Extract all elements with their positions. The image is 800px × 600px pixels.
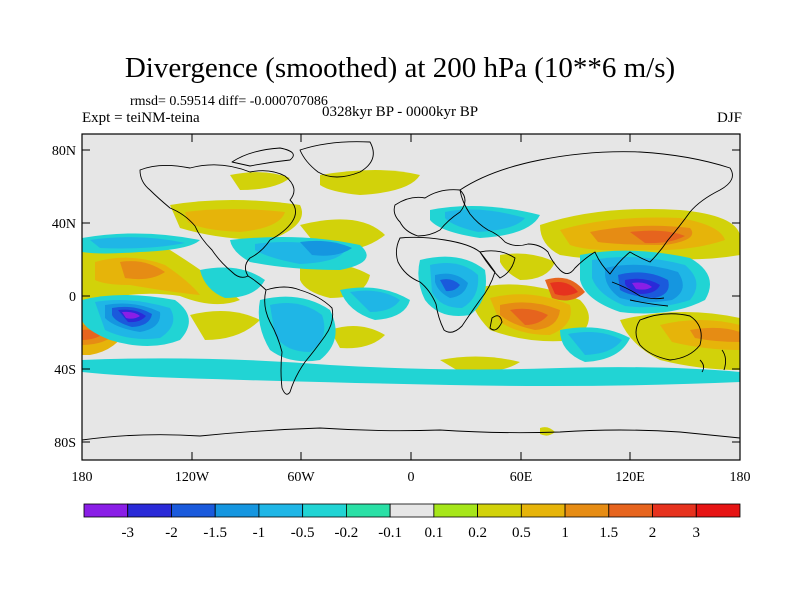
colorbar-label: -3 [121,525,134,541]
colorbar-label: -2 [165,525,178,541]
colorbar-label: -1.5 [203,525,227,541]
lon-label-180e: 180 [730,470,751,485]
period-label: 0328kyr BP - 0000kyr BP [321,104,479,120]
colorbar-label: 1 [561,525,569,541]
experiment-label: Expt = teiNM-teina [82,110,200,126]
colorbar-swatch [171,503,216,518]
colorbar-swatch [258,503,304,518]
colorbar-label: 0.2 [468,525,487,541]
lon-label-0: 0 [408,470,415,485]
divergence-field [82,141,740,441]
colorbar-label: -1 [253,525,266,541]
lat-label-40n: 40N [52,217,76,232]
colorbar-swatch [214,503,260,518]
stats-label: rmsd= 0.59514 diff= -0.000707086 [130,94,328,109]
colorbar: -3 -2 -1.5 -1 -0.5 -0.2 -0.1 0.1 0.2 0.5 1 1.5 2 3 [83,503,741,541]
lat-label-40s: 40S [54,363,76,378]
colorbar-swatch [477,503,522,518]
colorbar-swatch [389,503,435,518]
positive-divergence-regions [82,170,740,436]
colorbar-label: 2 [649,525,657,541]
negative-divergence-regions [82,206,740,386]
colorbar-label: 1.5 [599,525,618,541]
colorbar-label: 3 [693,525,701,541]
lon-label-60w: 60W [287,470,315,485]
colorbar-swatch [302,503,347,518]
lat-label-80n: 80N [52,144,76,159]
colorbar-swatch [608,503,653,518]
colorbar-swatch [564,503,610,518]
latitude-axis: 80N 40N 0 40S 80S [52,144,740,451]
colorbar-label: 0.1 [424,525,443,541]
colorbar-label: -0.2 [335,525,359,541]
longitude-axis: 180 120W 60W 0 60E 120E 180 [72,134,751,485]
colorbar-swatch [433,503,479,518]
colorbar-swatch [345,503,391,518]
colorbar-label: 0.5 [512,525,531,541]
lat-label-0: 0 [69,290,76,305]
map-title: Divergence (smoothed) at 200 hPa (10**6 … [124,52,676,84]
colorbar-swatch [127,503,172,518]
lon-label-180w: 180 [72,470,93,485]
colorbar-label: -0.5 [291,525,315,541]
lon-label-120e: 120E [615,470,645,485]
season-label: DJF [716,110,742,126]
colorbar-swatch [652,503,697,518]
colorbar-swatch [520,503,566,518]
lon-label-60e: 60E [510,470,533,485]
lon-label-120w: 120W [175,470,210,485]
lat-label-80s: 80S [54,436,76,451]
colorbar-label: -0.1 [378,525,402,541]
coastlines [82,141,740,441]
colorbar-swatch [695,503,741,518]
colorbar-swatch [83,503,129,518]
